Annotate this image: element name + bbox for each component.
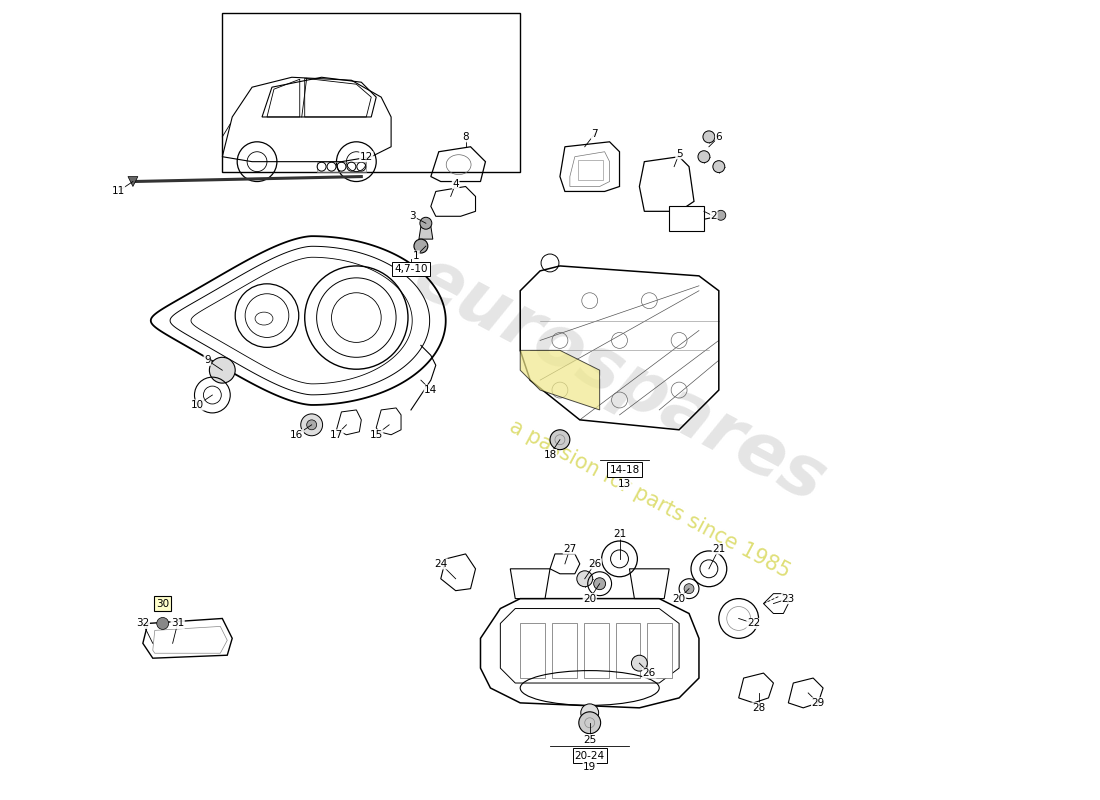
Text: 7: 7	[592, 129, 598, 139]
Text: 14: 14	[425, 385, 438, 395]
Text: 5: 5	[675, 149, 682, 158]
Text: 24: 24	[434, 559, 448, 569]
Text: 20: 20	[672, 594, 685, 604]
Text: 30: 30	[156, 598, 169, 609]
Text: 22: 22	[747, 618, 760, 629]
Bar	[520, 623, 544, 678]
Text: 25: 25	[583, 734, 596, 745]
Circle shape	[698, 150, 710, 162]
Text: 32: 32	[136, 618, 150, 629]
Circle shape	[703, 131, 715, 142]
Text: 16: 16	[290, 430, 304, 440]
Text: 31: 31	[170, 618, 184, 629]
Text: 27: 27	[563, 544, 576, 554]
Circle shape	[576, 571, 593, 586]
Text: 11: 11	[111, 186, 124, 197]
Bar	[317, 162, 366, 171]
Bar	[669, 206, 704, 231]
Text: 15: 15	[370, 430, 383, 440]
Text: eurospares: eurospares	[402, 242, 837, 518]
Circle shape	[631, 655, 647, 671]
Circle shape	[581, 704, 598, 722]
Bar	[647, 623, 672, 678]
Text: 20: 20	[583, 594, 596, 604]
Text: 4: 4	[452, 178, 459, 189]
Circle shape	[157, 618, 168, 630]
Text: 3: 3	[409, 211, 416, 222]
Bar	[578, 160, 603, 179]
Text: 12: 12	[360, 152, 373, 162]
Text: 20-24: 20-24	[574, 750, 605, 761]
Text: 26: 26	[642, 668, 656, 678]
Text: a passion for parts since 1985: a passion for parts since 1985	[506, 417, 793, 582]
Text: 21: 21	[712, 544, 725, 554]
Text: 28: 28	[752, 703, 766, 713]
Circle shape	[579, 712, 601, 734]
Text: 26: 26	[588, 559, 602, 569]
Text: 8: 8	[462, 132, 469, 142]
Polygon shape	[520, 350, 600, 410]
Text: 17: 17	[330, 430, 343, 440]
Text: 9: 9	[205, 355, 211, 366]
Circle shape	[307, 420, 317, 430]
Polygon shape	[419, 226, 432, 239]
Circle shape	[420, 218, 432, 229]
Text: 2: 2	[711, 211, 717, 222]
Text: 13: 13	[618, 479, 631, 490]
Circle shape	[414, 239, 428, 253]
Text: 29: 29	[812, 698, 825, 708]
Circle shape	[209, 358, 235, 383]
Text: 14-18: 14-18	[609, 465, 639, 474]
Text: 21: 21	[613, 529, 626, 539]
Bar	[616, 623, 640, 678]
Text: 23: 23	[782, 594, 795, 604]
Circle shape	[716, 210, 726, 220]
Text: 6: 6	[715, 132, 722, 142]
Polygon shape	[128, 177, 138, 186]
Circle shape	[594, 578, 606, 590]
Bar	[584, 623, 608, 678]
Text: 4,7-10: 4,7-10	[394, 264, 428, 274]
Bar	[222, 13, 520, 171]
Circle shape	[684, 584, 694, 594]
Text: 19: 19	[583, 762, 596, 773]
Circle shape	[713, 161, 725, 173]
Text: 18: 18	[543, 450, 557, 460]
Bar	[552, 623, 576, 678]
Text: 10: 10	[191, 400, 204, 410]
Circle shape	[300, 414, 322, 436]
Circle shape	[550, 430, 570, 450]
Text: 1: 1	[412, 251, 419, 261]
